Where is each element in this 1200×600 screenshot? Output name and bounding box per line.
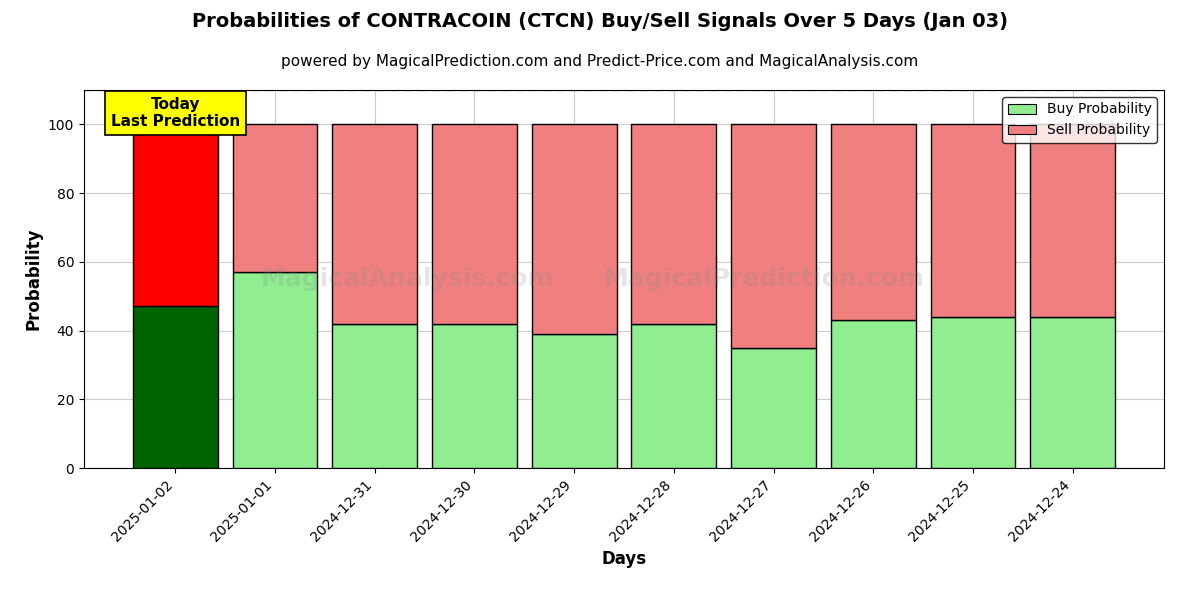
Legend: Buy Probability, Sell Probability: Buy Probability, Sell Probability	[1002, 97, 1157, 143]
Bar	[133, 307, 218, 468]
Bar	[830, 320, 916, 468]
Bar	[731, 348, 816, 468]
Text: Today
Last Prediction: Today Last Prediction	[110, 97, 240, 129]
Bar	[133, 124, 218, 307]
Bar	[432, 323, 517, 468]
Bar	[432, 124, 517, 323]
Y-axis label: Probability: Probability	[24, 228, 42, 330]
Bar	[332, 124, 418, 323]
Bar	[532, 124, 617, 334]
Bar	[631, 323, 716, 468]
Bar	[930, 124, 1015, 317]
Text: Probabilities of CONTRACOIN (CTCN) Buy/Sell Signals Over 5 Days (Jan 03): Probabilities of CONTRACOIN (CTCN) Buy/S…	[192, 12, 1008, 31]
X-axis label: Days: Days	[601, 550, 647, 568]
Bar	[830, 124, 916, 320]
Bar	[731, 124, 816, 348]
Bar	[332, 323, 418, 468]
Bar	[1030, 124, 1115, 317]
Bar	[1030, 317, 1115, 468]
Text: powered by MagicalPrediction.com and Predict-Price.com and MagicalAnalysis.com: powered by MagicalPrediction.com and Pre…	[281, 54, 919, 69]
Bar	[930, 317, 1015, 468]
Bar	[233, 272, 318, 468]
Text: MagicalPrediction.com: MagicalPrediction.com	[604, 267, 925, 291]
Text: MagicalAnalysis.com: MagicalAnalysis.com	[262, 267, 554, 291]
Bar	[532, 334, 617, 468]
Bar	[631, 124, 716, 323]
Bar	[233, 124, 318, 272]
